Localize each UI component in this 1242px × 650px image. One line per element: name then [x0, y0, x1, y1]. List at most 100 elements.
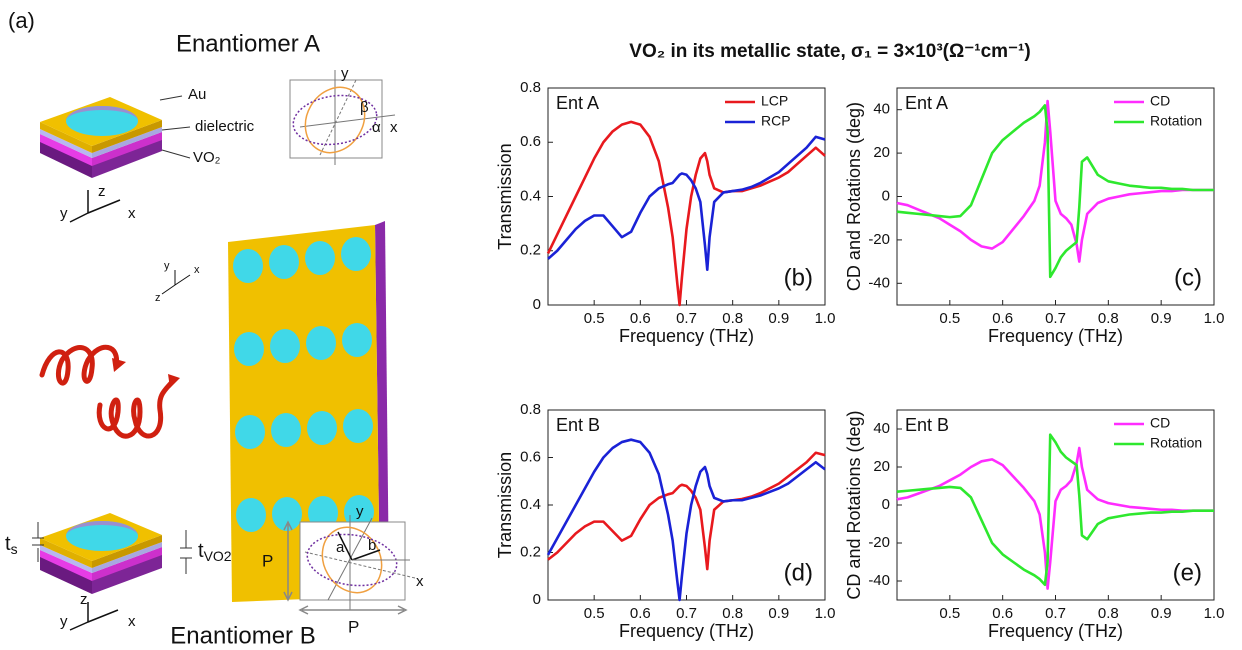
- thickness-label: tVO2: [198, 540, 232, 563]
- y-tick-label: 0.8: [520, 79, 541, 96]
- chart: 0 0.2 0.4 0.6 0.8 0.5 0.6 0.7 0.8 0.9 1.0 Frequency…: [495, 401, 836, 641]
- data-line: [547, 451, 826, 571]
- dimension-arrow: [283, 520, 408, 615]
- layer-label: VO₂: [193, 149, 221, 166]
- y-tick-label: -40: [868, 274, 890, 291]
- x-tick-label: 0.9: [1151, 605, 1172, 622]
- y-tick-label: 0.2: [520, 242, 541, 259]
- y-tick-label: 0.4: [520, 187, 541, 204]
- x-tick-label: 1.0: [1204, 310, 1225, 327]
- arrow-head: [112, 358, 126, 372]
- thickness-label: ts: [5, 533, 18, 556]
- y-tick-label: 0.2: [520, 543, 541, 560]
- angle-label: α: [372, 119, 381, 136]
- x-tick-label: 0.5: [584, 605, 605, 622]
- y-axis-label: Transmission: [495, 452, 515, 558]
- angle-label: β: [360, 99, 369, 116]
- y-tick-label: -40: [868, 572, 890, 589]
- x-tick-label: 0.9: [768, 310, 789, 327]
- x-tick-label: 0.9: [768, 605, 789, 622]
- axes-glyph: [161, 270, 191, 295]
- x-tick-label: 0.8: [1098, 310, 1119, 327]
- panel-label: (e): [1173, 559, 1202, 586]
- annotation: Ent A: [905, 93, 948, 113]
- x-tick-label: 0.5: [584, 310, 605, 327]
- y-tick-label: 0.6: [520, 448, 541, 465]
- panel-a: (a) Enantiomer A Au dielectric VO₂ z x y: [5, 8, 424, 650]
- x-tick-label: 1.0: [1204, 605, 1225, 622]
- x-tick-label: 1.0: [815, 310, 836, 327]
- y-tick-label: 0.8: [520, 401, 541, 418]
- y-axis-label: Transmission: [495, 143, 515, 249]
- data-line: [896, 104, 1214, 279]
- x-tick-label: 0.7: [676, 605, 697, 622]
- data-line: [896, 99, 1214, 263]
- metasurface-plate: [228, 221, 389, 602]
- y-axis-label: CD and Rotations (deg): [844, 102, 864, 291]
- axis-label: z: [155, 292, 161, 304]
- x-tick-label: 0.7: [1045, 310, 1066, 327]
- y-tick-label: 0: [882, 187, 890, 204]
- x-tick-label: 0.8: [1098, 605, 1119, 622]
- axis-label: y: [164, 260, 170, 272]
- polarization-frame: [299, 521, 406, 601]
- figure-title: VO₂ in its metallic state, σ₁ = 3×10³(Ω⁻…: [629, 41, 1030, 62]
- x-tick-label: 0.6: [992, 310, 1013, 327]
- y-tick-label: 0.4: [520, 496, 541, 513]
- annotation: Ent A: [556, 93, 599, 113]
- data-line: [546, 438, 826, 602]
- data-line: [547, 135, 826, 272]
- axes-glyph: [69, 190, 121, 223]
- legend-label: RCP: [761, 113, 791, 129]
- legend-label: Rotation: [1150, 435, 1202, 451]
- legend-label: Rotation: [1150, 113, 1202, 129]
- leader-line: [161, 126, 191, 131]
- layer-label: dielectric: [195, 118, 255, 135]
- x-axis-label: Frequency (THz): [619, 326, 754, 346]
- layer-label: Au: [188, 86, 206, 103]
- panel-label: (d): [784, 559, 813, 586]
- axis-label: x: [416, 573, 424, 590]
- enantiomer-title: Enantiomer A: [176, 30, 320, 57]
- semi-axis-label: b: [368, 537, 376, 554]
- semi-axis-label: a: [336, 539, 345, 556]
- enantiomer-title: Enantiomer B: [170, 622, 315, 649]
- y-tick-label: -20: [868, 231, 890, 248]
- polarization-frame: [289, 79, 383, 159]
- axes-glyph: [69, 602, 119, 631]
- axis-label: z: [80, 591, 88, 608]
- y-tick-label: -20: [868, 534, 890, 551]
- x-axis-label: Frequency (THz): [619, 621, 754, 641]
- x-tick-label: 0.7: [1045, 605, 1066, 622]
- legend-label: LCP: [761, 93, 788, 109]
- x-tick-label: 0.5: [939, 310, 960, 327]
- x-tick-label: 0.9: [1151, 310, 1172, 327]
- axis-label: x: [194, 264, 200, 276]
- leader-line: [161, 149, 191, 159]
- panel-label: (c): [1174, 264, 1202, 291]
- x-tick-label: 0.6: [992, 605, 1013, 622]
- polarization-ellipse: [304, 515, 416, 610]
- x-axis-label: Frequency (THz): [988, 326, 1123, 346]
- leader-line: [159, 95, 183, 101]
- plot-area: [547, 87, 826, 306]
- x-tick-label: 1.0: [815, 605, 836, 622]
- period-label: P: [262, 551, 273, 570]
- period-label: P: [348, 617, 359, 636]
- axis-label: y: [60, 613, 68, 630]
- y-tick-label: 0.6: [520, 133, 541, 150]
- legend-label: CD: [1150, 93, 1170, 109]
- data-line: [896, 433, 1214, 587]
- x-tick-label: 0.8: [722, 310, 743, 327]
- y-tick-label: 40: [873, 420, 890, 437]
- y-axis-label: CD and Rotations (deg): [844, 410, 864, 599]
- x-tick-label: 0.7: [676, 310, 697, 327]
- dimension-arrow: [32, 522, 192, 574]
- legend-label: CD: [1150, 415, 1170, 431]
- unit-cell: [40, 97, 162, 178]
- helical-wave: [39, 344, 175, 439]
- axis-label: x: [390, 119, 398, 136]
- y-tick-label: 0: [533, 296, 541, 313]
- panel-label: (a): [8, 8, 35, 33]
